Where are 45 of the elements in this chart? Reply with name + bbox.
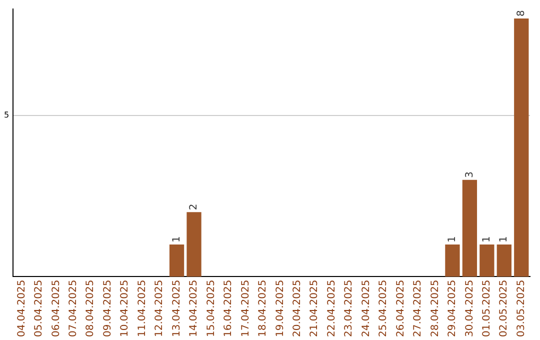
data-label: 1 — [498, 236, 510, 242]
x-tick-label: 15.04.2025 — [206, 280, 217, 338]
bar — [480, 244, 494, 277]
x-tick-label: 09.04.2025 — [102, 280, 114, 338]
x-tick-label: 22.04.2025 — [326, 280, 338, 338]
data-label: 1 — [171, 236, 182, 242]
x-tick-label: 04.04.2025 — [16, 280, 28, 338]
x-tick-label: 23.04.2025 — [344, 280, 355, 338]
x-tick-label: 24.04.2025 — [360, 280, 372, 338]
y-tick-label: 5 — [4, 110, 10, 120]
bar — [186, 212, 202, 277]
x-tick-label: 14.04.2025 — [188, 280, 200, 338]
data-label: 1 — [482, 236, 493, 242]
x-tick-label: 17.04.2025 — [240, 280, 252, 338]
data-label: 1 — [447, 236, 458, 242]
x-tick-label: 07.04.2025 — [68, 280, 79, 338]
x-tick-label: 29.04.2025 — [447, 280, 458, 338]
x-tick-label: 27.04.2025 — [412, 280, 424, 338]
data-label: 8 — [516, 10, 527, 16]
bar — [496, 244, 512, 277]
bar — [514, 18, 529, 277]
x-tick-label: 18.04.2025 — [258, 280, 269, 338]
data-label: 2 — [188, 204, 200, 210]
x-tick-label: 01.05.2025 — [482, 280, 493, 338]
x-tick-label: 21.04.2025 — [309, 280, 320, 338]
x-tick-label: 28.04.2025 — [430, 280, 441, 338]
x-tick-label: 05.04.2025 — [34, 280, 45, 338]
x-tick-label: 03.05.2025 — [516, 280, 527, 338]
x-tick-label: 12.04.2025 — [154, 280, 166, 338]
x-tick-label: 20.04.2025 — [292, 280, 303, 338]
bar — [169, 244, 184, 277]
x-tick-label: 06.04.2025 — [50, 280, 62, 338]
x-tick-label: 10.04.2025 — [120, 280, 131, 338]
bar — [445, 244, 460, 277]
x-tick-label: 19.04.2025 — [274, 280, 286, 338]
x-tick-label: 08.04.2025 — [85, 280, 96, 338]
data-label: 3 — [464, 172, 476, 178]
x-tick-label: 13.04.2025 — [171, 280, 182, 338]
bar — [462, 180, 478, 277]
x-tick-label: 16.04.2025 — [223, 280, 234, 338]
x-tick-label: 30.04.2025 — [464, 280, 476, 338]
x-tick-label: 26.04.2025 — [395, 280, 406, 338]
x-tick-label: 02.05.2025 — [498, 280, 510, 338]
x-tick-label: 25.04.2025 — [378, 280, 390, 338]
x-tick-label: 11.04.2025 — [136, 280, 148, 338]
